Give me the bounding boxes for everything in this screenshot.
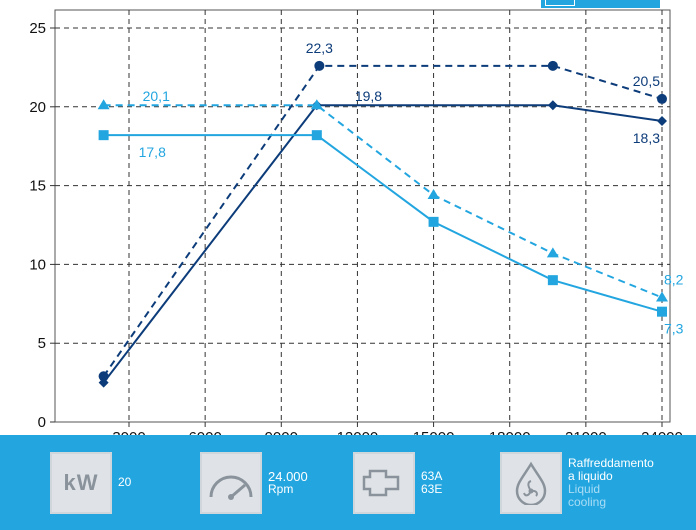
cooling-line1: Raffreddamento bbox=[568, 455, 654, 470]
spec-speed: 24.000 Rpm bbox=[200, 445, 308, 520]
kw-icon: kW bbox=[50, 451, 112, 514]
data-point bbox=[657, 93, 667, 104]
tool-holder-icon bbox=[353, 451, 415, 514]
x-tick-label: 12000 bbox=[337, 429, 379, 435]
cooling-line2: a liquido bbox=[568, 468, 613, 483]
data-label: 7,3 bbox=[664, 321, 684, 337]
data-point bbox=[314, 60, 325, 71]
data-label: 19,8 bbox=[355, 88, 382, 104]
series-line bbox=[103, 134, 663, 313]
data-label: 8,2 bbox=[664, 271, 684, 287]
spec-connector-text: 63A 63E bbox=[421, 468, 443, 496]
series-line bbox=[102, 104, 663, 384]
data-point bbox=[311, 130, 322, 141]
connector-line2: 63E bbox=[421, 481, 443, 496]
data-point bbox=[428, 216, 439, 227]
spec-cooling: Raffreddamento a liquido Liquid cooling bbox=[500, 445, 654, 520]
series-line bbox=[102, 64, 663, 377]
y-tick-label: 15 bbox=[29, 178, 46, 195]
x-tick-label: 24000 bbox=[641, 429, 683, 435]
x-tick-label: 6000 bbox=[188, 429, 221, 435]
data-point bbox=[547, 60, 558, 71]
data-label: 20,1 bbox=[143, 88, 170, 104]
liquid-cooling-icon bbox=[500, 451, 562, 514]
spec-connector: 63A 63E bbox=[353, 445, 442, 520]
y-tick-label: 20 bbox=[29, 99, 46, 116]
series-line bbox=[103, 104, 663, 299]
x-tick-label: 15000 bbox=[413, 429, 455, 435]
y-tick-label: 25 bbox=[29, 20, 46, 37]
data-point bbox=[310, 99, 323, 110]
data-point bbox=[657, 115, 667, 126]
cooling-line3: Liquid bbox=[568, 481, 601, 496]
data-point bbox=[547, 275, 558, 286]
spec-bar: kW 20 24.000 Rpm 63A 63E bbox=[0, 435, 696, 530]
x-tick-label: 9000 bbox=[265, 429, 298, 435]
data-point bbox=[98, 377, 109, 388]
data-label: 18,3 bbox=[633, 130, 660, 146]
power-value: 20 bbox=[118, 475, 132, 489]
spec-speed-text: 24.000 Rpm bbox=[268, 470, 308, 496]
chart-area: 0 5 10 15 20 25 3000 6000 9000 12000 15000 18000 210… bbox=[29, 9, 684, 435]
data-label: 22,3 bbox=[306, 40, 333, 56]
top-corner-tab bbox=[541, 0, 660, 8]
cooling-line4: cooling bbox=[568, 494, 607, 509]
plot-frame bbox=[54, 9, 671, 423]
spec-power-text: 20 bbox=[118, 476, 131, 489]
data-point bbox=[97, 99, 110, 110]
gauge-icon bbox=[200, 451, 262, 514]
kw-glyph: kW bbox=[63, 469, 99, 495]
data-point bbox=[547, 100, 558, 111]
line-chart: 0 5 10 15 20 25 3000 6000 9000 12000 15000 18000 210… bbox=[29, 9, 684, 435]
connector-line1: 63A bbox=[421, 468, 443, 483]
speed-unit: Rpm bbox=[268, 481, 294, 496]
data-label: 17,8 bbox=[139, 144, 166, 160]
data-point bbox=[656, 291, 668, 302]
data-point bbox=[657, 306, 667, 317]
y-tick-label: 5 bbox=[38, 335, 46, 352]
data-point bbox=[546, 247, 559, 258]
x-tick-label: 18000 bbox=[489, 429, 531, 435]
spec-cooling-text: Raffreddamento a liquido Liquid cooling bbox=[568, 455, 654, 509]
data-label: 20,5 bbox=[633, 73, 660, 89]
x-tick-label: 3000 bbox=[112, 429, 145, 435]
spec-power: kW 20 bbox=[50, 445, 131, 520]
y-tick-label: 0 bbox=[38, 414, 46, 431]
data-point bbox=[98, 130, 109, 141]
speed-value: 24.000 bbox=[268, 468, 308, 484]
x-tick-label: 21000 bbox=[565, 429, 607, 435]
y-tick-label: 10 bbox=[29, 256, 46, 273]
data-point bbox=[427, 189, 440, 200]
